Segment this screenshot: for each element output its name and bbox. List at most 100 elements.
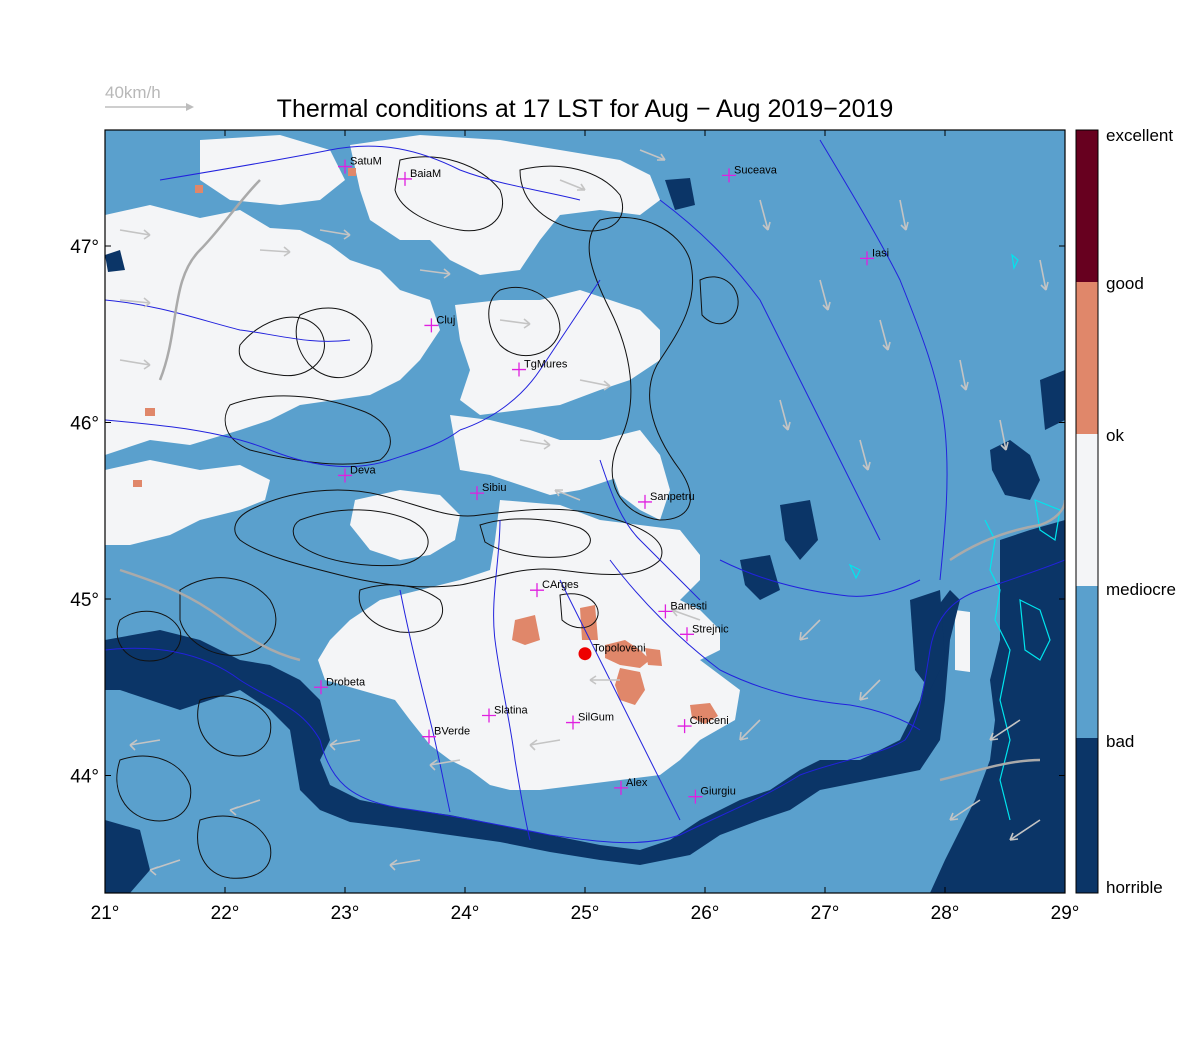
station-label: Clinceni [690,715,729,727]
wind-arrow [119,229,151,240]
wind-arrow [579,379,611,391]
road-southeast [939,758,1041,782]
lat-tick-label: 46° [70,414,99,435]
legend-swatch-good [1076,282,1098,434]
good-region-4 [645,648,662,666]
good-region-7 [145,408,155,416]
bad-region-west-1 [105,250,125,272]
station-label: Deva [350,464,377,476]
site-marker [578,647,592,661]
contour-southern-carpathians-inner-1 [292,509,429,567]
station-label: Banesti [670,600,707,612]
station-cross-icon [424,318,439,333]
wind-arrow [119,297,151,308]
bad-region-buzau [740,555,780,600]
lon-tick-label: 26° [691,903,720,924]
station-cross-icon [860,251,874,266]
station-slatina: Slatina [482,704,529,723]
station-cross-icon [512,362,526,377]
station-alex: Alex [614,777,648,795]
station-markers: SatuM BaiaM Suceava Iasi Cluj TgMures Deva Sibi… [314,156,889,804]
wind-arrow [259,246,291,257]
station-label: Cluj [436,314,455,326]
wind-arrow [519,439,551,450]
wind-arrow [989,719,1021,741]
wind-arrow [319,229,351,240]
ok-region-east [955,610,970,672]
station-iasi: Iasi [860,247,889,266]
station-sanpetru: Sanpetru [638,491,695,509]
contour-apuseni-1 [238,316,325,377]
legend-swatch-bad [1076,738,1098,893]
danube-delta [1034,499,1061,542]
elevation-contours [116,156,739,879]
river-cris [105,299,351,342]
legend-swatch-ok [1076,434,1098,586]
river-somes [159,145,581,201]
station-label: Sibiu [482,482,506,494]
lake-razim [1019,598,1051,661]
contour-arges [559,593,599,629]
legend-label-bad: bad [1106,732,1134,751]
wind-arrow [899,199,909,231]
station-cross-icon [688,789,703,804]
wind-arrow [949,799,981,821]
station-tgmures: TgMures [512,359,568,377]
river-danube [105,559,1065,844]
station-label: SatuM [350,156,382,168]
legend-swatch-mediocre [1076,586,1098,738]
wind-scale-arrowhead [186,103,194,111]
wind-arrow [639,149,666,161]
station-baiam: BaiaM [398,168,441,186]
wind-arrow [589,675,620,685]
river-buzau [719,559,921,597]
contour-gurghiu [488,286,561,357]
wind-arrow [819,279,831,311]
bad-regions [105,178,1065,893]
station-cross-icon [614,780,628,795]
contour-banat-1 [179,577,277,656]
river-siret [659,199,881,541]
good-region-8 [133,480,142,487]
contour-south-2 [116,755,192,822]
wind-arrow [739,719,761,741]
good-region-2 [580,605,598,640]
station-cross-icon [338,468,352,483]
lon-tick-label: 29° [1051,903,1080,924]
contour-southern-carpathians-inner-2 [479,518,591,558]
wind-arrow [229,799,261,816]
wind-arrow [671,608,701,621]
wind-arrow [959,359,969,391]
wind-scale-label: 40km/h [105,83,161,102]
station-label: BVerde [434,726,470,738]
good-regions [133,168,718,724]
wind-arrow [529,739,561,751]
contour-east-small [699,276,739,325]
lon-tick-label: 21° [91,903,120,924]
wind-arrow [329,739,361,751]
good-region-5 [615,668,645,705]
wind-arrow [149,859,181,876]
contour-north-2 [519,165,624,232]
wind-arrow [429,759,461,771]
station-cross-icon [482,708,496,723]
contour-apuseni-3 [224,395,391,465]
contour-parang [358,584,443,633]
station-label: Iasi [872,247,889,259]
station-satum: SatuM [338,156,382,174]
station-bverde: BVerde [422,726,470,744]
wind-arrow [559,179,586,191]
ok-region-west [105,460,270,545]
station-carges: CArges [530,579,579,598]
longitude-axis: 21° 22° 23° 24° 25° 26° 27° 28° 29° [91,130,1080,924]
site-marker-group: Topoloveni [578,643,646,661]
contour-south-1 [197,695,272,757]
contour-apuseni-2 [295,307,373,379]
station-label: BaiaM [410,168,441,180]
legend-frame [1075,129,1099,894]
station-cross-icon [566,715,580,730]
black-sea-coast [984,519,1011,821]
station-silgum: SilGum [566,712,614,730]
station-drobeta: Drobeta [314,676,366,695]
bad-region-vrancea [780,500,818,560]
